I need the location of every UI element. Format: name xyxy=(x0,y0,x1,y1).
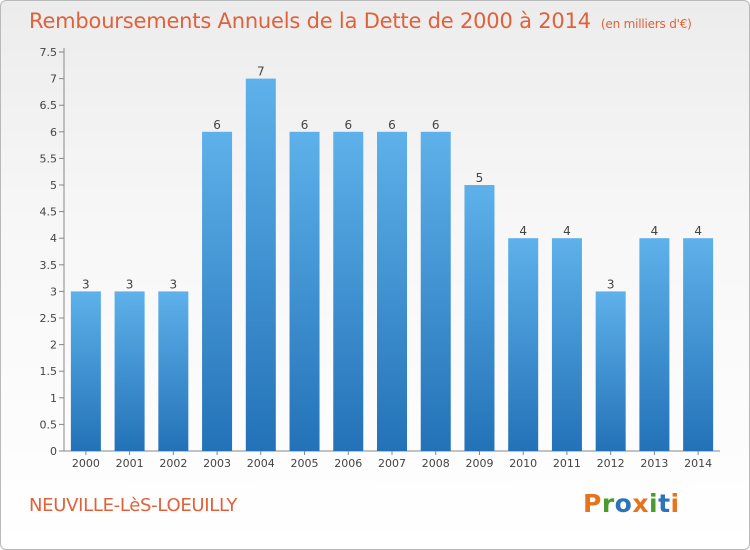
x-tick-label-2013: 2013 xyxy=(640,457,668,470)
bar-2003 xyxy=(202,131,233,452)
bar-2008 xyxy=(420,131,451,452)
bar-2005 xyxy=(289,131,320,452)
x-tick-label-2005: 2005 xyxy=(291,457,319,470)
x-tick-label-2010: 2010 xyxy=(509,457,537,470)
logo-letter: i xyxy=(670,489,680,518)
logo-letter: t xyxy=(658,489,671,518)
y-tick-label: 4 xyxy=(50,232,57,245)
logo-letter: P xyxy=(583,489,602,518)
chart-subtitle: (en milliers d'€) xyxy=(600,17,692,31)
bar-2009 xyxy=(464,185,495,451)
y-tick-label: 7.5 xyxy=(40,46,58,59)
data-label-2008: 6 xyxy=(432,118,440,132)
bar-2001 xyxy=(114,291,145,451)
chart-axes: 0 0.5 1 1.5 2 2.5 3 3.5 4 4.5 5 5.5 6 6.5 7 7.5 xyxy=(40,46,720,458)
y-tick-label: 0.5 xyxy=(40,418,58,431)
bar-2010 xyxy=(508,238,539,451)
bar-2013 xyxy=(639,238,670,451)
y-tick-label: 1.5 xyxy=(40,365,58,378)
y-tick-label: 3.5 xyxy=(40,259,58,272)
x-tick-label-2011: 2011 xyxy=(553,457,581,470)
bar-2007 xyxy=(377,131,407,452)
y-tick-label: 6 xyxy=(50,126,57,139)
y-tick-label: 7 xyxy=(50,73,57,86)
x-tick-label-2002: 2002 xyxy=(159,457,187,470)
x-tick-label-2008: 2008 xyxy=(422,457,450,470)
bar-2011 xyxy=(551,238,582,451)
location-name: NEUVILLE-LèS-LOEUILLY xyxy=(29,495,238,516)
y-tick-label: 2 xyxy=(50,339,57,352)
y-tick-label: 6.5 xyxy=(40,99,58,112)
data-label-2002: 3 xyxy=(170,277,178,291)
bar-2006 xyxy=(333,131,364,452)
data-label-2003: 6 xyxy=(213,118,221,132)
data-label-2005: 6 xyxy=(301,118,309,132)
x-tick-label-2003: 2003 xyxy=(203,457,231,470)
x-tick-label-2000: 2000 xyxy=(72,457,100,470)
logo-letter: x xyxy=(632,489,649,518)
bar-2004 xyxy=(245,78,276,451)
bar-2000 xyxy=(70,291,101,451)
y-tick-label: 5 xyxy=(50,179,57,192)
data-label-2011: 4 xyxy=(563,224,571,238)
x-tick-label-2014: 2014 xyxy=(684,457,712,470)
y-tick-label: 4.5 xyxy=(40,206,58,219)
chart-title-text: Remboursements Annuels de la Dette de 20… xyxy=(29,9,591,33)
data-label-2007: 6 xyxy=(388,118,396,132)
chart-bars xyxy=(70,78,714,452)
x-tick-label-2012: 2012 xyxy=(597,457,625,470)
chart-title: Remboursements Annuels de la Dette de 20… xyxy=(29,9,692,33)
y-tick-label: 2.5 xyxy=(40,312,58,325)
x-tick-label-2009: 2009 xyxy=(465,457,493,470)
x-tick-label-2007: 2007 xyxy=(378,457,406,470)
data-label-2014: 4 xyxy=(694,224,702,238)
x-tick-label-2004: 2004 xyxy=(247,457,275,470)
logo-letter: o xyxy=(614,489,633,518)
data-label-2010: 4 xyxy=(519,224,527,238)
chart-labels: 3 2000 3 2001 3 2002 6 2003 7 2004 6 2005 6 2006 6 2007… xyxy=(72,65,712,470)
x-tick-label-2006: 2006 xyxy=(334,457,362,470)
logo-letter: i xyxy=(649,489,659,518)
y-tick-label: 0 xyxy=(50,445,57,458)
y-tick-label: 1 xyxy=(50,392,57,405)
proxiti-logo: Proxiti xyxy=(583,489,680,518)
x-tick-label-2001: 2001 xyxy=(116,457,144,470)
data-label-2009: 5 xyxy=(476,171,484,185)
data-label-2001: 3 xyxy=(126,277,134,291)
data-label-2004: 7 xyxy=(257,65,265,79)
logo-letter: r xyxy=(601,489,615,518)
y-tick-label: 3 xyxy=(50,285,57,298)
bar-2002 xyxy=(158,291,189,451)
data-label-2012: 3 xyxy=(607,277,615,291)
data-label-2000: 3 xyxy=(82,277,90,291)
y-tick-label: 5.5 xyxy=(40,152,58,165)
data-label-2013: 4 xyxy=(651,224,659,238)
bar-2014 xyxy=(683,238,714,451)
data-label-2006: 6 xyxy=(344,118,352,132)
bar-2012 xyxy=(595,291,626,451)
